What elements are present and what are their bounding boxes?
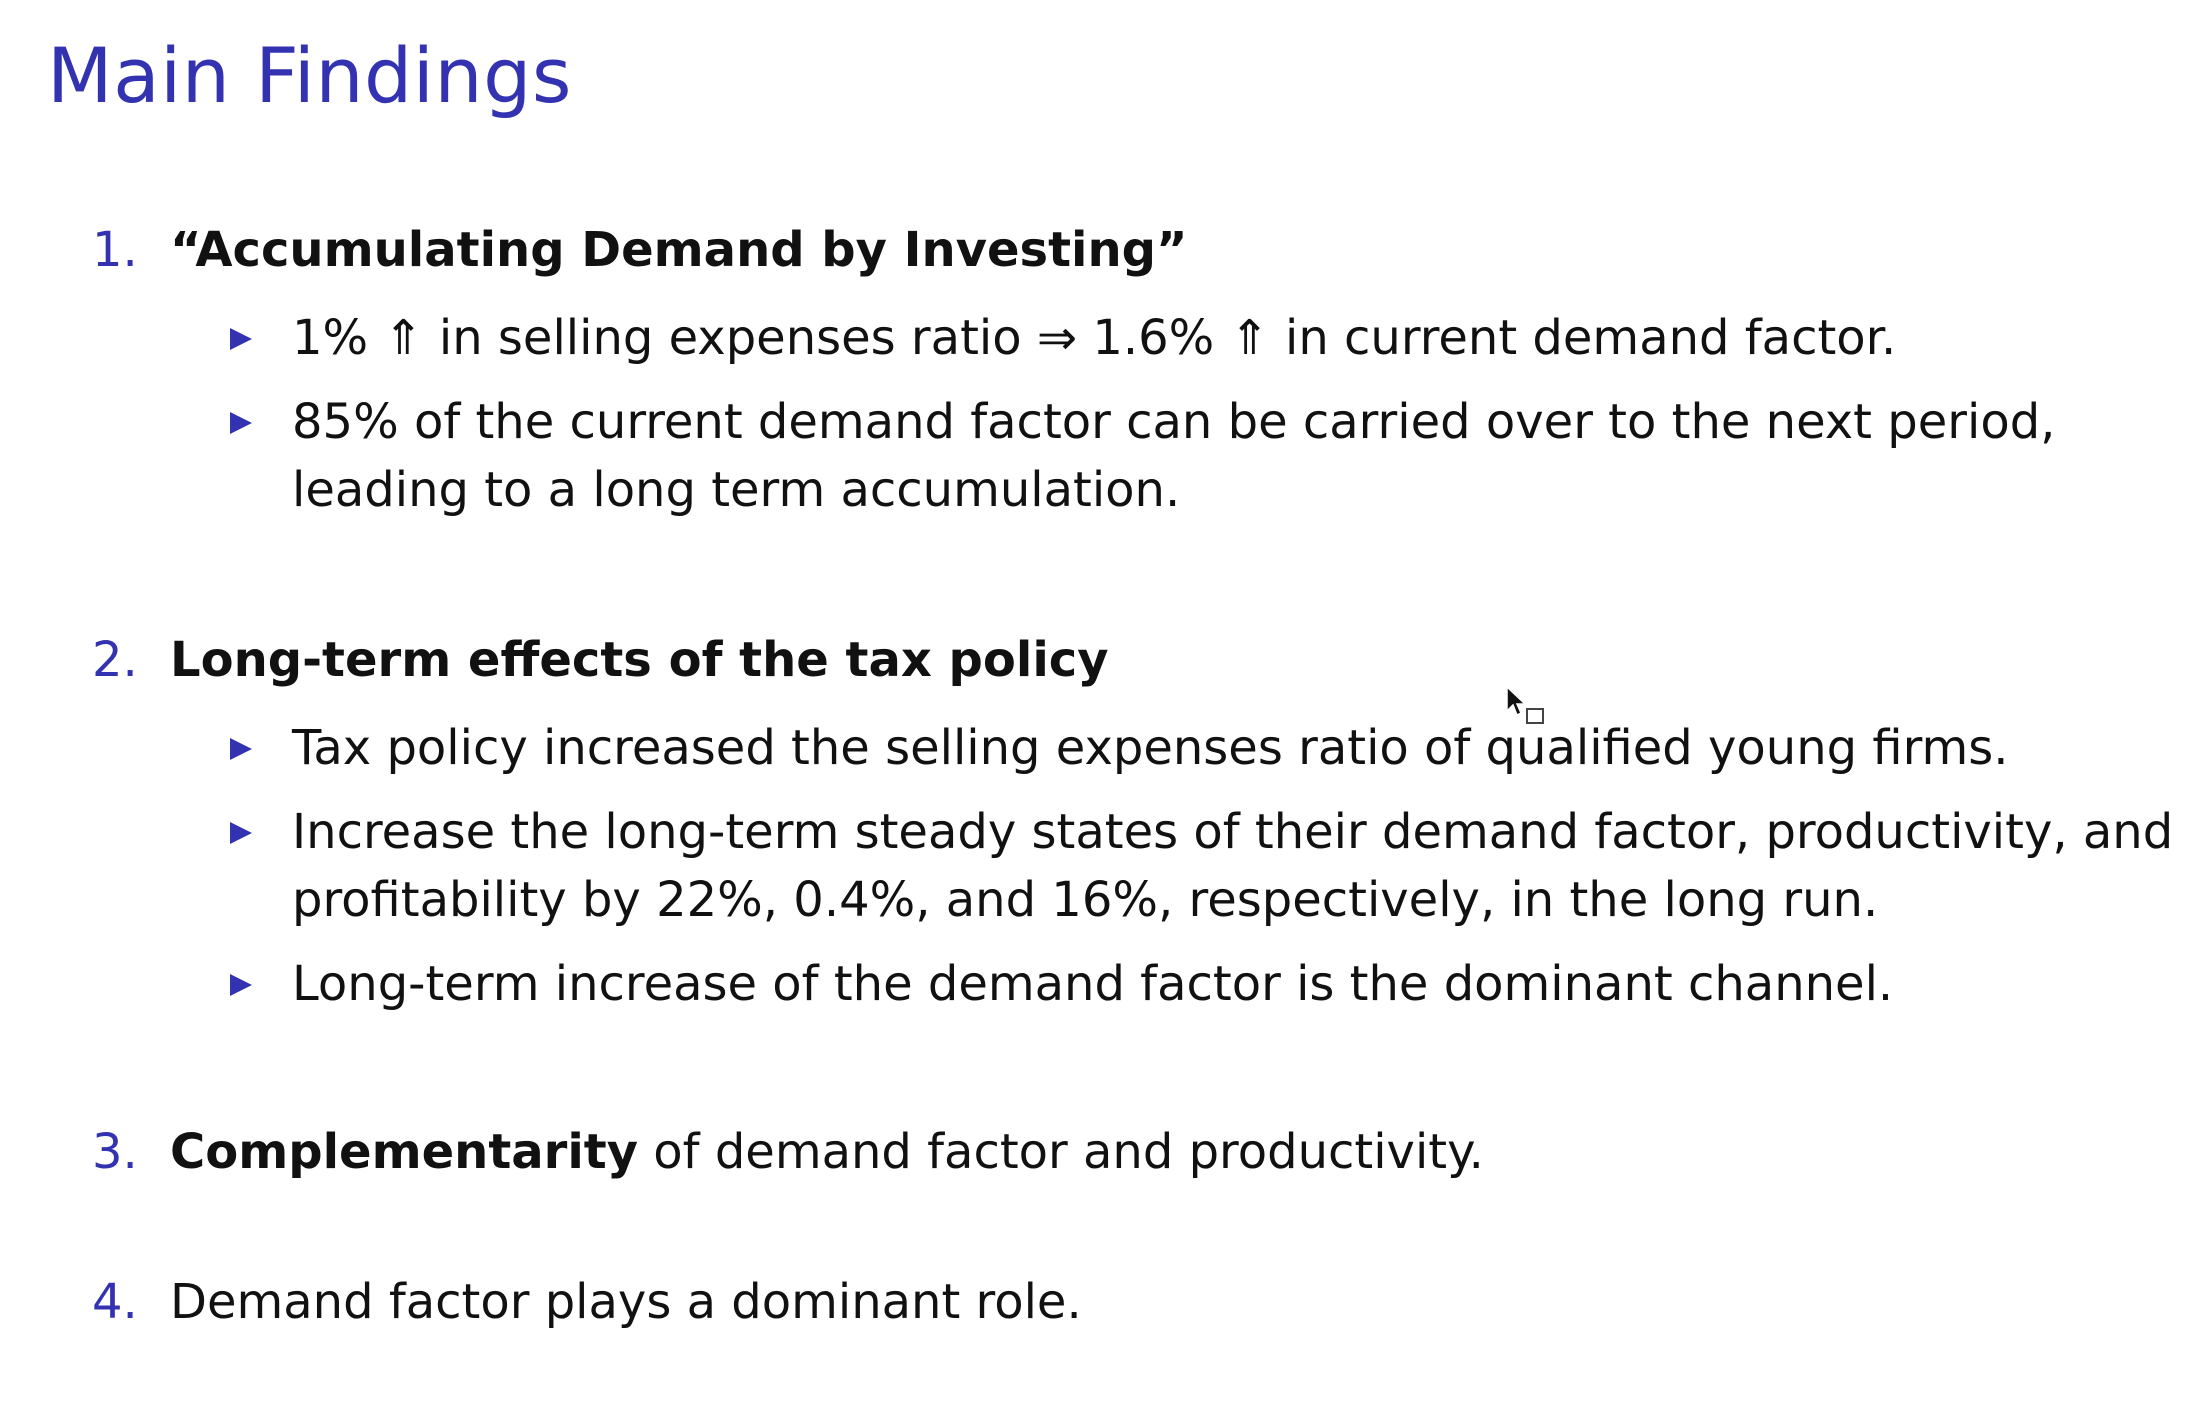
- triangle-right-icon: [230, 412, 252, 434]
- item-number: 2.: [92, 632, 138, 688]
- bullet-item: Tax policy increased the selling expense…: [92, 714, 2192, 782]
- heading-rest: Demand factor plays a dominant role.: [170, 1274, 1082, 1330]
- item-number: 3.: [92, 1124, 138, 1180]
- heading-bold: Complementarity: [170, 1124, 639, 1180]
- bullet-list: 1% ⇑ in selling expenses ratio ⇒ 1.6% ⇑ …: [92, 304, 2152, 540]
- heading-bold: Long-term effects of the tax policy: [170, 632, 1109, 688]
- heading-rest: of demand factor and productivity.: [638, 1124, 1484, 1180]
- bullet-item: 1% ⇑ in selling expenses ratio ⇒ 1.6% ⇑ …: [92, 304, 2192, 372]
- heading-text: Complementarity of demand factor and pro…: [170, 1122, 1484, 1182]
- slide-title: Main Findings: [47, 31, 572, 120]
- heading-text: Long-term effects of the tax policy: [170, 630, 1109, 690]
- bullet-text: 1% ⇑ in selling expenses ratio ⇒ 1.6% ⇑ …: [292, 310, 1897, 366]
- bullet-list: Tax policy increased the selling expense…: [92, 714, 2173, 1034]
- item-number: 1.: [92, 222, 138, 278]
- bullet-text: 85% of the current demand factor can be …: [292, 394, 2056, 518]
- bullet-text: Increase the long-term steady states of …: [292, 804, 2174, 928]
- heading-text: “Accumulating Demand by Investing”: [170, 220, 1188, 280]
- bullet-text: Long-term increase of the demand factor …: [292, 956, 1894, 1012]
- bullet-item: 85% of the current demand factor can be …: [92, 388, 2192, 524]
- triangle-right-icon: [230, 328, 252, 350]
- item-number: 4.: [92, 1274, 138, 1330]
- bullet-item: Long-term increase of the demand factor …: [92, 950, 2192, 1018]
- heading-bold: “Accumulating Demand by Investing”: [170, 222, 1188, 278]
- bullet-text: Tax policy increased the selling expense…: [292, 720, 2009, 776]
- heading-text: Demand factor plays a dominant role.: [170, 1272, 1082, 1332]
- bullet-item: Increase the long-term steady states of …: [92, 798, 2192, 934]
- triangle-right-icon: [230, 974, 252, 996]
- mouse-pointer-icon: [1506, 685, 1544, 724]
- triangle-right-icon: [230, 822, 252, 844]
- triangle-right-icon: [230, 738, 252, 760]
